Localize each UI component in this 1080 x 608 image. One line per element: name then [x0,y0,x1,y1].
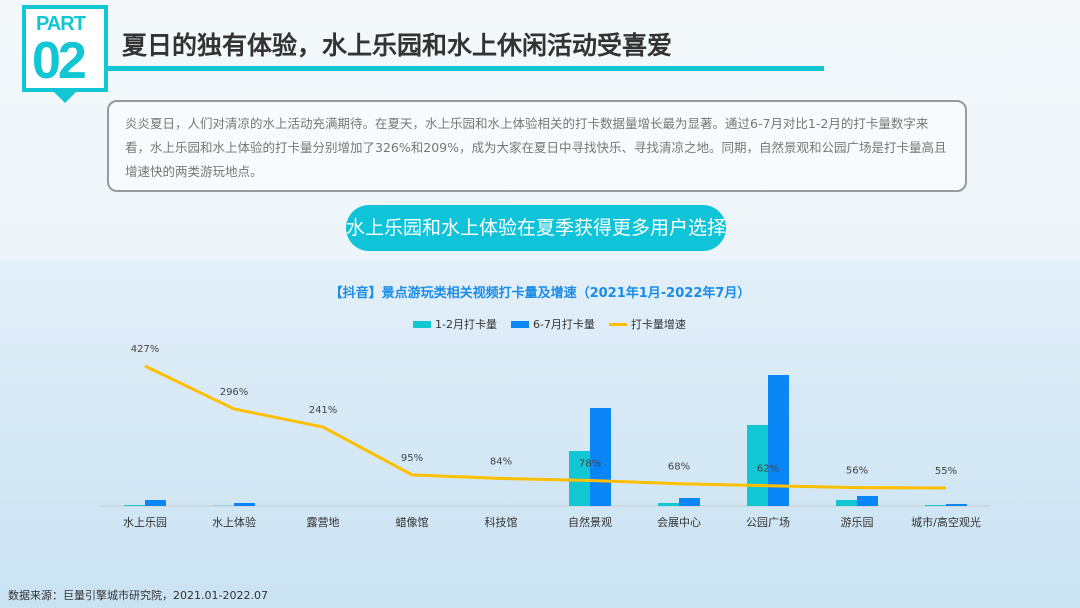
x-tick-label: 蜡像馆 [396,515,429,529]
legend-item-3: 打卡量增速 [608,316,686,332]
x-tick-label: 公园广场 [746,515,790,529]
bar-1-5 [569,451,590,506]
bar-2-5 [590,408,611,506]
highlight-banner: 水上乐园和水上体验在夏季获得更多用户选择 [346,205,726,251]
data-label: 55% [935,466,957,477]
bar-2-1 [234,503,255,506]
part-label: PART [36,13,86,35]
bar-2-0 [145,500,166,506]
bar-2-7 [768,375,789,506]
x-tick-label: 水上体验 [212,515,256,529]
summary-text: 炎炎夏日，人们对清凉的水上活动充满期待。在夏天，水上乐园和水上体验相关的打卡数据… [107,100,967,192]
bar-1-8 [836,500,857,506]
bar-2-9 [946,504,967,506]
background [0,260,1080,608]
data-label: 56% [846,466,868,477]
part-badge: PART 02 [22,5,108,92]
source-note: 数据来源：巨量引擎城市研究院，2021.01-2022.07 [8,589,268,602]
data-label: 296% [220,387,249,398]
data-label: 95% [401,453,423,464]
data-label: 84% [490,456,512,467]
x-tick-label: 自然景观 [568,515,612,529]
x-tick-label: 城市/高空观光 [911,515,981,529]
data-label: 68% [668,462,690,473]
x-tick-label: 会展中心 [657,516,701,529]
x-tick-label: 露营地 [307,515,340,529]
x-tick-label: 水上乐园 [123,516,167,529]
bar-1-9 [925,505,946,506]
badge-pointer [53,91,77,103]
growth-line [144,364,947,490]
data-label: 78% [579,458,601,469]
legend-item-1: 1-2月打卡量 [413,316,497,332]
chart-legend: 1-2月打卡量 6-7月打卡量 打卡量增速 [413,316,686,332]
part-number: 02 [32,32,87,90]
data-label: 241% [309,405,338,416]
bar-1-0 [124,505,145,506]
data-label: 427% [131,344,160,355]
title-underline [108,66,824,71]
bar-1-6 [658,503,679,506]
data-label: 62% [757,464,779,475]
x-tick-label: 游乐园 [841,516,874,529]
bar-2-6 [679,498,700,506]
bar-2-8 [857,496,878,506]
x-tick-label: 科技馆 [485,515,518,529]
page-title: 夏日的独有体验，水上乐园和水上休闲活动受喜爱 [122,31,673,60]
chart-title: 【抖音】景点游玩类相关视频打卡量及增速（2021年1月-2022年7月） [329,286,751,301]
legend-item-2: 6-7月打卡量 [510,316,595,332]
